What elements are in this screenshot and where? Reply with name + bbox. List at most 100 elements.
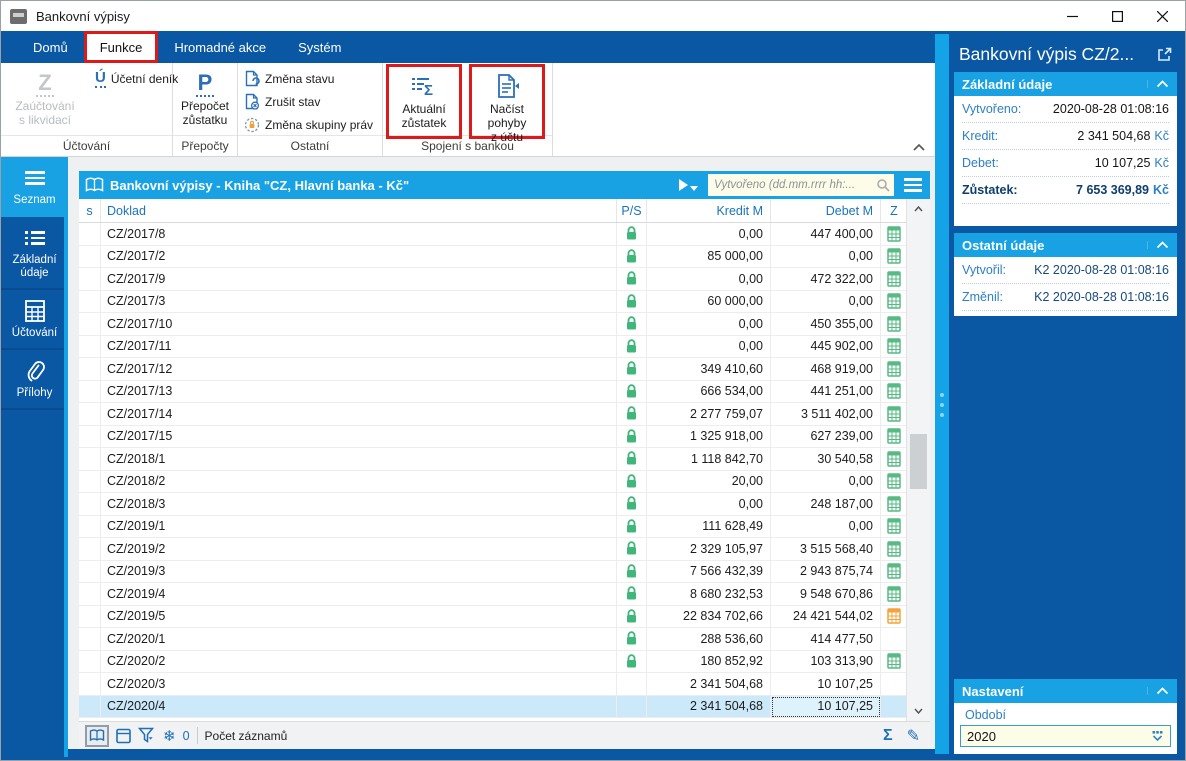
cell-s[interactable] [79,538,101,561]
cell-doklad[interactable]: CZ/2017/10 [101,313,617,336]
sum-icon[interactable]: Σ [882,726,893,744]
cell-ps[interactable] [617,538,647,561]
scrollbar-thumb[interactable] [910,433,927,489]
cell-z[interactable] [881,291,907,313]
aktualni-zustatek-button[interactable]: Σ Aktuální zůstatek [386,64,462,139]
cell-kredit[interactable]: 20,00 [647,470,771,493]
cell-kredit[interactable]: 1 325 918,00 [647,425,771,448]
cell-z[interactable] [881,538,907,561]
cell-debet[interactable]: 468 919,00 [771,358,881,381]
cell-s[interactable] [79,695,101,718]
cell-debet[interactable]: 3 515 568,40 [771,538,881,561]
section-header-nastaveni[interactable]: Nastavení [954,679,1177,703]
cell-ps[interactable] [617,380,647,403]
cell-s[interactable] [79,448,101,471]
section-header-zakladni[interactable]: Základní údaje [954,72,1177,96]
cell-s[interactable] [79,560,101,583]
cell-doklad[interactable]: CZ/2017/3 [101,290,617,313]
chevron-up-icon[interactable] [1147,687,1169,695]
cell-z[interactable] [881,651,907,673]
close-button[interactable] [1140,1,1185,31]
cell-doklad[interactable]: CZ/2019/1 [101,515,617,538]
cell-doklad[interactable]: CZ/2017/2 [101,245,617,268]
col-header-doklad[interactable]: Doklad [101,199,617,222]
next-record-button[interactable] [679,179,698,191]
tab-hromadne-akce[interactable]: Hromadné akce [174,39,267,55]
cell-kredit[interactable]: 111 628,49 [647,515,771,538]
cell-s[interactable] [79,493,101,516]
cell-doklad[interactable]: CZ/2020/1 [101,628,617,651]
table-row[interactable]: CZ/2019/4 8 680 232,53 9 548 670,86 [79,583,907,606]
cell-ps[interactable] [617,245,647,268]
cell-kredit[interactable]: 0,00 [647,268,771,291]
cell-ps[interactable] [617,313,647,336]
col-header-z[interactable]: Z [890,203,898,218]
cell-kredit[interactable]: 0,00 [647,313,771,336]
cell-debet[interactable]: 0,00 [771,245,881,268]
cell-ps[interactable] [617,358,647,381]
cell-z[interactable] [881,493,907,516]
cell-ps[interactable] [617,493,647,516]
cell-debet[interactable]: 450 355,00 [771,313,881,336]
cell-s[interactable] [79,583,101,606]
cell-doklad[interactable]: CZ/2018/1 [101,448,617,471]
search-input[interactable]: Vytvořeno (dd.mm.rrrr hh:... [708,174,894,196]
cell-ps[interactable] [617,673,647,696]
cell-s[interactable] [79,628,101,651]
table-row[interactable]: CZ/2017/2 85 000,00 0,00 [79,245,907,268]
cell-debet[interactable]: 0,00 [771,290,881,313]
scroll-up-icon[interactable] [907,199,930,219]
table-row[interactable]: CZ/2020/2 180 852,92 103 313,90 [79,650,907,673]
cell-s[interactable] [79,245,101,268]
cell-doklad[interactable]: CZ/2018/3 [101,493,617,516]
prepocet-zustatku-button[interactable]: P Přepočet zůstatku [180,70,230,128]
table-row[interactable]: CZ/2017/15 1 325 918,00 627 239,00 [79,425,907,448]
table-row[interactable]: CZ/2020/1 288 536,60 414 477,50 [79,628,907,651]
table-row[interactable]: CZ/2017/12 349 410,60 468 919,00 [79,358,907,381]
cell-debet[interactable]: 472 322,00 [771,268,881,291]
cell-ps[interactable] [617,403,647,426]
sidebar-item-uctovani[interactable]: Účtování [1,290,68,350]
panel-splitter[interactable] [935,34,949,754]
cell-z[interactable] [881,448,907,471]
cell-debet[interactable]: 627 239,00 [771,425,881,448]
cell-ps[interactable] [617,628,647,651]
table-menu-icon[interactable] [900,174,926,196]
cell-doklad[interactable]: CZ/2017/8 [101,223,617,246]
table-row[interactable]: CZ/2019/3 7 566 432,39 2 943 875,74 [79,560,907,583]
table-row[interactable]: CZ/2019/5 22 834 702,66 24 421 544,02 [79,605,907,628]
cell-z[interactable] [881,606,907,628]
collapse-ribbon-chevron-icon[interactable] [913,144,925,151]
cell-s[interactable] [79,425,101,448]
cell-debet[interactable]: 0,00 [771,470,881,493]
col-header-s[interactable]: s [79,199,101,222]
book-view-button[interactable] [85,724,109,747]
cell-ps[interactable] [617,650,647,673]
cell-debet[interactable]: 2 943 875,74 [771,560,881,583]
cell-z[interactable] [881,313,907,336]
table-row[interactable]: CZ/2017/11 0,00 445 902,00 [79,335,907,358]
table-row[interactable]: CZ/2020/4 2 341 504,68 10 107,25 [79,695,907,718]
table-row[interactable]: CZ/2017/14 2 277 759,07 3 511 402,00 [79,403,907,426]
cell-ps[interactable] [617,605,647,628]
cell-z[interactable] [881,695,907,718]
cell-s[interactable] [79,605,101,628]
cell-kredit[interactable]: 288 536,60 [647,628,771,651]
cell-debet[interactable]: 9 548 670,86 [771,583,881,606]
obdobi-select[interactable]: 2020 [960,725,1171,747]
table-row[interactable]: CZ/2017/8 0,00 447 400,00 [79,223,907,246]
cell-ps[interactable] [617,583,647,606]
zmena-stavu-button[interactable]: Změna stavu [238,68,382,89]
cell-doklad[interactable]: CZ/2018/2 [101,470,617,493]
cell-kredit[interactable]: 2 277 759,07 [647,403,771,426]
cell-doklad[interactable]: CZ/2017/12 [101,358,617,381]
cell-doklad[interactable]: CZ/2020/3 [101,673,617,696]
table-row[interactable]: CZ/2019/2 2 329 105,97 3 515 568,40 [79,538,907,561]
scroll-down-icon[interactable] [907,701,930,721]
table-row[interactable]: CZ/2019/1 111 628,49 0,00 [79,515,907,538]
cell-debet[interactable]: 10 107,25 [771,673,881,696]
cell-debet[interactable]: 24 421 544,02 [771,605,881,628]
cell-debet[interactable]: 447 400,00 [771,223,881,246]
cell-ps[interactable] [617,560,647,583]
card-view-button[interactable] [116,728,131,744]
